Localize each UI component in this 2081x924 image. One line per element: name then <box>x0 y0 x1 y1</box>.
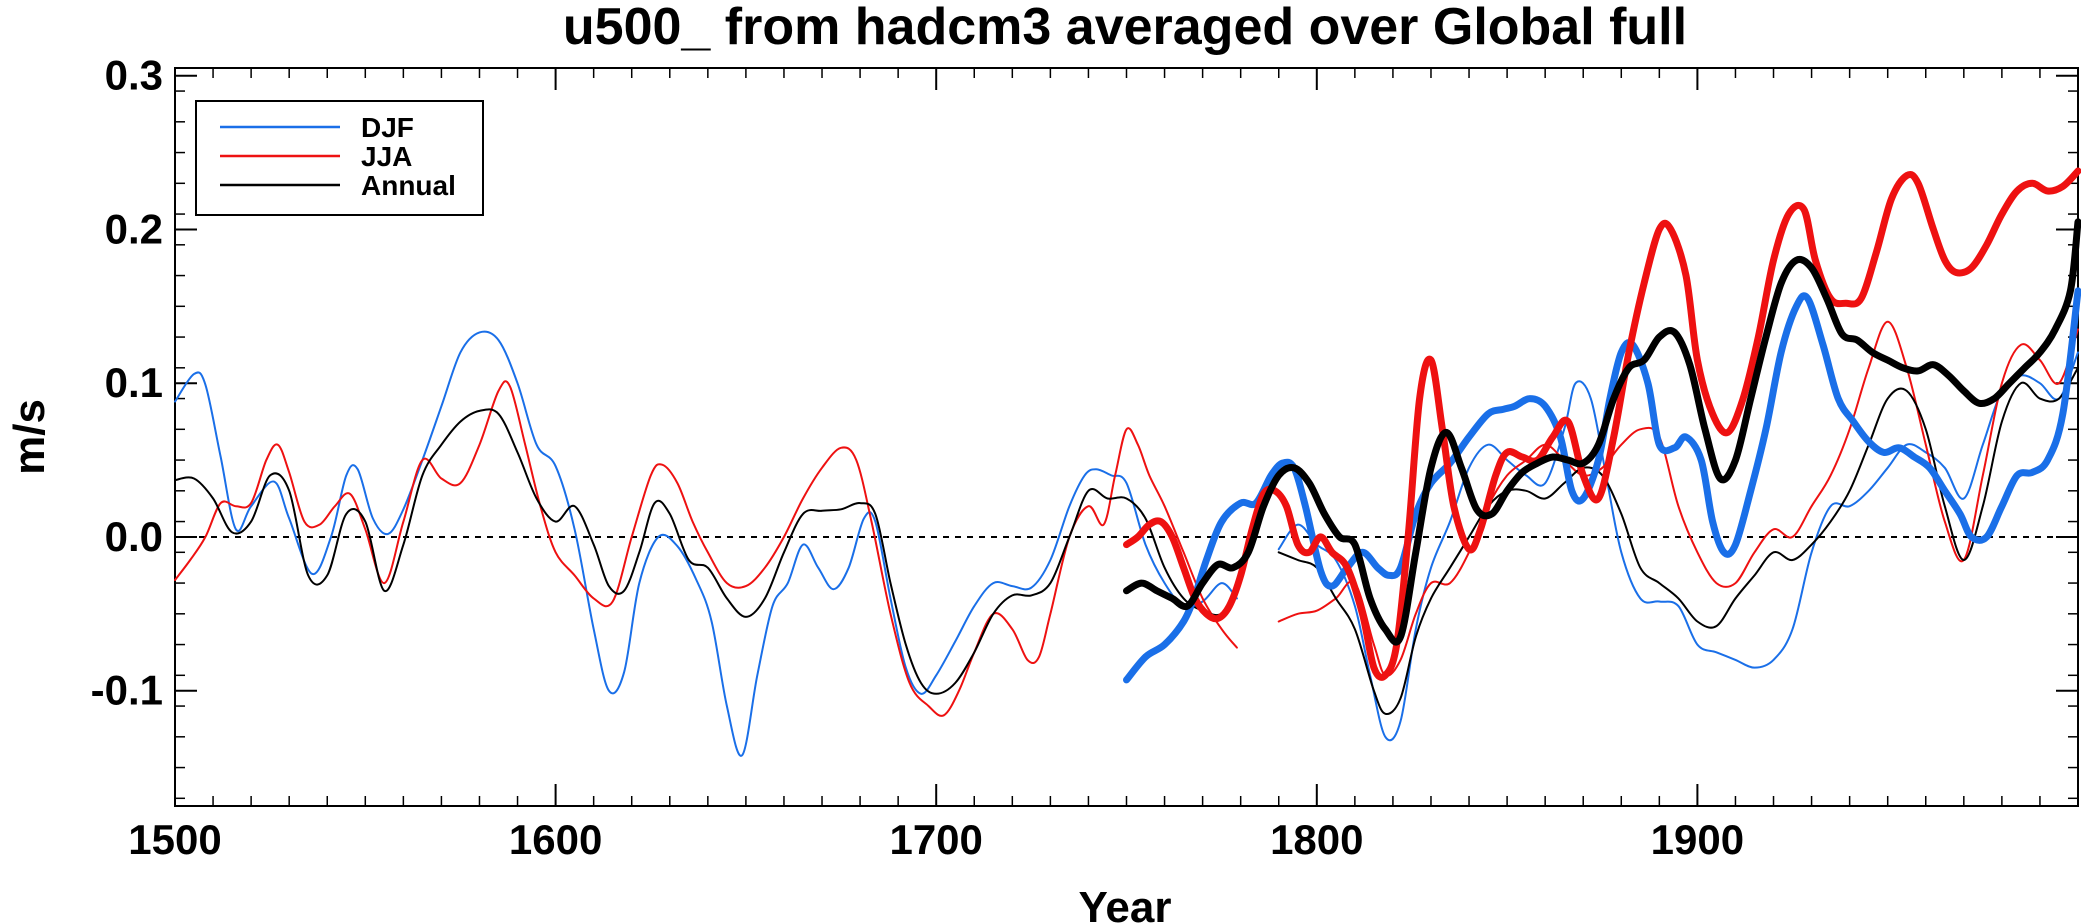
y-tick-label: 0.0 <box>105 513 163 560</box>
x-tick-label: 1900 <box>1651 816 1744 863</box>
x-tick-labels: 1500 1600 1700 1800 1900 <box>128 816 1744 863</box>
legend-label-djf: DJF <box>361 112 414 143</box>
series-line-djf-thin <box>174 330 1238 757</box>
x-tick-label: 1700 <box>889 816 982 863</box>
legend-label-annual: Annual <box>361 170 456 201</box>
tick-marks <box>174 68 2078 806</box>
legend: DJF JJA Annual <box>195 100 484 216</box>
series-line-annual-thin <box>1277 366 2079 716</box>
y-tick-label: 0.1 <box>105 359 163 406</box>
series-lines <box>174 167 2081 757</box>
series-line-annual-thick <box>1123 218 2081 646</box>
series-line-djf-thin <box>1277 351 2079 742</box>
chart-title: u500_ from hadcm3 averaged over Global f… <box>563 0 1687 56</box>
legend-box <box>195 100 484 216</box>
x-tick-label: 1500 <box>128 816 221 863</box>
x-axis-label: Year <box>1079 883 1172 924</box>
series-line-jja-thick <box>1123 167 2081 681</box>
y-axis-label: m/s <box>5 399 54 475</box>
series-line-jja-thin <box>1277 320 2079 677</box>
y-tick-labels: -0.1 0.0 0.1 0.2 0.3 <box>91 52 163 714</box>
y-tick-label: -0.1 <box>91 667 163 714</box>
x-tick-label: 1600 <box>509 816 602 863</box>
x-tick-label: 1800 <box>1270 816 1363 863</box>
y-tick-label: 0.2 <box>105 205 163 252</box>
series-line-jja-thin <box>174 380 1238 717</box>
y-tick-label: 0.3 <box>105 52 163 99</box>
series-line-annual-thin <box>174 408 1238 695</box>
legend-label-jja: JJA <box>361 141 412 172</box>
